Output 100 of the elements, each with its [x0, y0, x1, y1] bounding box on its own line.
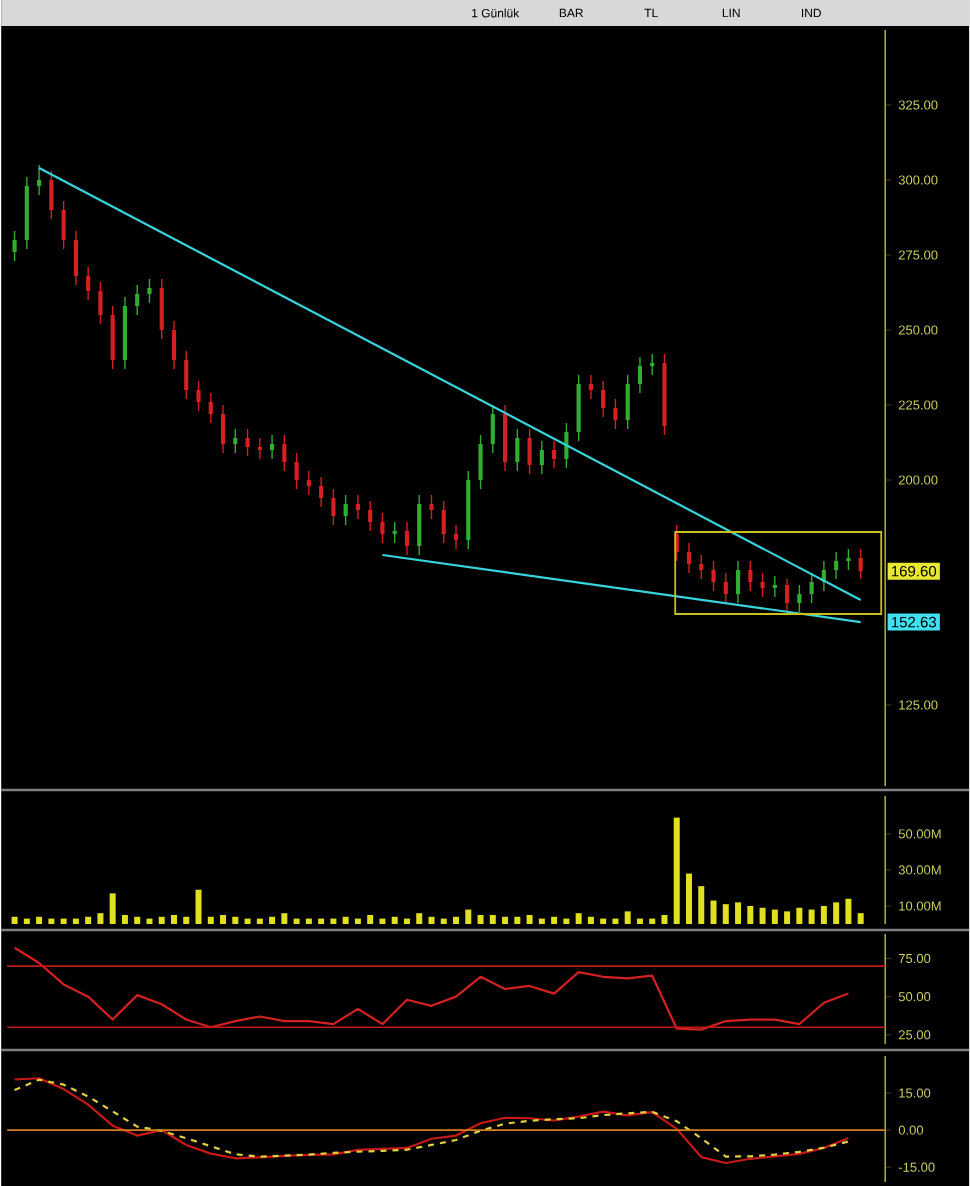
bar	[232, 916, 239, 924]
bar	[710, 900, 717, 924]
bar	[379, 918, 386, 924]
bar	[97, 913, 104, 924]
bar	[550, 916, 557, 924]
candlestick	[833, 551, 839, 580]
candlestick	[760, 572, 765, 598]
candlestick	[355, 494, 360, 520]
candlestick	[429, 494, 434, 520]
candlestick	[515, 428, 520, 472]
bar	[354, 918, 361, 924]
bar	[416, 913, 423, 924]
candlestick	[98, 281, 103, 325]
bar	[636, 918, 643, 924]
candlestick	[748, 560, 753, 592]
candlestick	[159, 278, 164, 340]
bar	[722, 904, 729, 924]
bar	[146, 918, 153, 924]
bar	[391, 916, 398, 924]
bar	[195, 889, 202, 924]
candlestick	[625, 374, 630, 430]
candlestick	[441, 500, 446, 544]
candlestick	[551, 440, 557, 469]
bar	[587, 916, 594, 924]
bar	[796, 907, 803, 924]
bar	[612, 918, 619, 924]
bar	[673, 817, 680, 924]
bar	[84, 916, 91, 924]
candlestick	[846, 548, 851, 571]
candlestick	[183, 350, 189, 400]
bar	[121, 914, 128, 924]
bar	[11, 916, 18, 924]
candlestick	[12, 230, 17, 262]
candlestick	[613, 398, 618, 430]
candlestick	[269, 434, 274, 460]
candlestick	[576, 374, 581, 442]
candlestick	[588, 374, 593, 400]
candlestick	[245, 428, 250, 457]
candlestick	[686, 542, 691, 574]
bar	[489, 914, 496, 924]
candlestick	[282, 434, 287, 472]
candlestick	[294, 452, 299, 490]
bar	[514, 916, 521, 924]
candlestick	[392, 521, 397, 544]
bar	[698, 886, 705, 924]
candlestick	[600, 380, 606, 418]
bar	[330, 918, 337, 924]
candlestick	[490, 404, 495, 454]
bar	[342, 916, 349, 924]
bar	[281, 913, 288, 924]
bar	[747, 905, 754, 924]
bar	[170, 914, 177, 924]
candlestick	[735, 560, 740, 604]
bar	[60, 918, 67, 924]
candlestick	[367, 500, 373, 532]
candlestick	[478, 434, 483, 490]
bar	[771, 909, 778, 924]
bar	[734, 902, 741, 924]
candlestick	[784, 578, 789, 613]
bar	[403, 918, 410, 924]
bar	[649, 918, 656, 924]
bar	[305, 918, 312, 924]
bar	[183, 916, 190, 924]
bar	[477, 914, 484, 924]
candlestick	[711, 560, 716, 592]
candlestick	[134, 284, 140, 316]
candlestick	[171, 320, 176, 370]
bar	[501, 916, 508, 924]
candlestick	[637, 356, 642, 394]
candlestick	[147, 278, 152, 304]
candlestick	[331, 488, 336, 526]
candlestick	[453, 524, 458, 550]
candlestick	[110, 305, 115, 370]
bar	[109, 893, 116, 924]
candlestick	[73, 230, 78, 286]
candlestick	[527, 428, 532, 475]
candlestick	[61, 200, 66, 250]
candlestick	[502, 404, 507, 472]
bar	[244, 918, 251, 924]
candlestick	[233, 428, 238, 454]
bar	[367, 914, 373, 924]
bar	[428, 916, 435, 924]
candlestick	[85, 266, 91, 301]
candlestick	[723, 572, 728, 604]
bar	[48, 918, 55, 924]
candlestick	[196, 380, 201, 412]
bar	[538, 918, 545, 924]
candlestick	[343, 494, 348, 526]
bar	[563, 918, 570, 924]
bar	[158, 916, 165, 924]
candlestick	[772, 575, 777, 598]
bar	[293, 918, 300, 924]
candlestick	[649, 353, 655, 376]
bar	[820, 905, 827, 924]
candlestick	[539, 440, 544, 475]
candlestick	[306, 470, 311, 496]
candlestick	[257, 437, 262, 460]
candlestick	[36, 164, 42, 196]
candlestick	[858, 548, 863, 580]
bar	[440, 918, 447, 924]
